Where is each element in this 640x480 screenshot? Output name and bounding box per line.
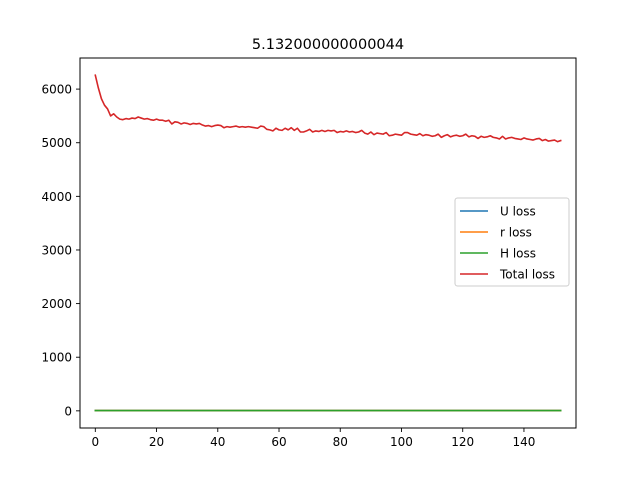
y-tick-label: 3000 bbox=[41, 243, 72, 257]
x-tick-label: 100 bbox=[390, 435, 413, 449]
legend-box bbox=[454, 197, 570, 287]
plot-area: 0 20 40 60 80 100 120 140 0 1000 2000 3000 4000 5000… bbox=[41, 57, 577, 449]
y-tick-label: 5000 bbox=[41, 136, 72, 150]
legend-label: Total loss bbox=[499, 268, 555, 282]
legend: U loss r loss H loss Total loss bbox=[454, 197, 570, 287]
y-tick-label: 2000 bbox=[41, 297, 72, 311]
y-tick-label: 0 bbox=[64, 404, 72, 418]
legend-label: H loss bbox=[500, 247, 536, 261]
chart-title: 5.132000000000044 bbox=[252, 37, 404, 53]
x-tick-label: 140 bbox=[512, 435, 535, 449]
y-tick-label: 4000 bbox=[41, 190, 72, 204]
axes-frame bbox=[79, 57, 577, 429]
y-tick-label: 1000 bbox=[41, 351, 72, 365]
y-axis: 0 1000 2000 3000 4000 5000 6000 bbox=[41, 83, 80, 418]
series-line-4 bbox=[94, 74, 562, 143]
x-tick-label: 20 bbox=[149, 435, 164, 449]
x-tick-label: 80 bbox=[333, 435, 348, 449]
series-layer bbox=[94, 74, 562, 412]
legend-label: U loss bbox=[500, 205, 536, 219]
x-axis: 0 20 40 60 80 100 120 140 bbox=[91, 428, 535, 449]
legend-label: r loss bbox=[500, 226, 532, 240]
y-tick-label: 6000 bbox=[41, 83, 72, 97]
x-tick-label: 120 bbox=[451, 435, 474, 449]
x-tick-label: 40 bbox=[210, 435, 225, 449]
x-tick-label: 60 bbox=[271, 435, 286, 449]
x-tick-label: 0 bbox=[91, 435, 99, 449]
